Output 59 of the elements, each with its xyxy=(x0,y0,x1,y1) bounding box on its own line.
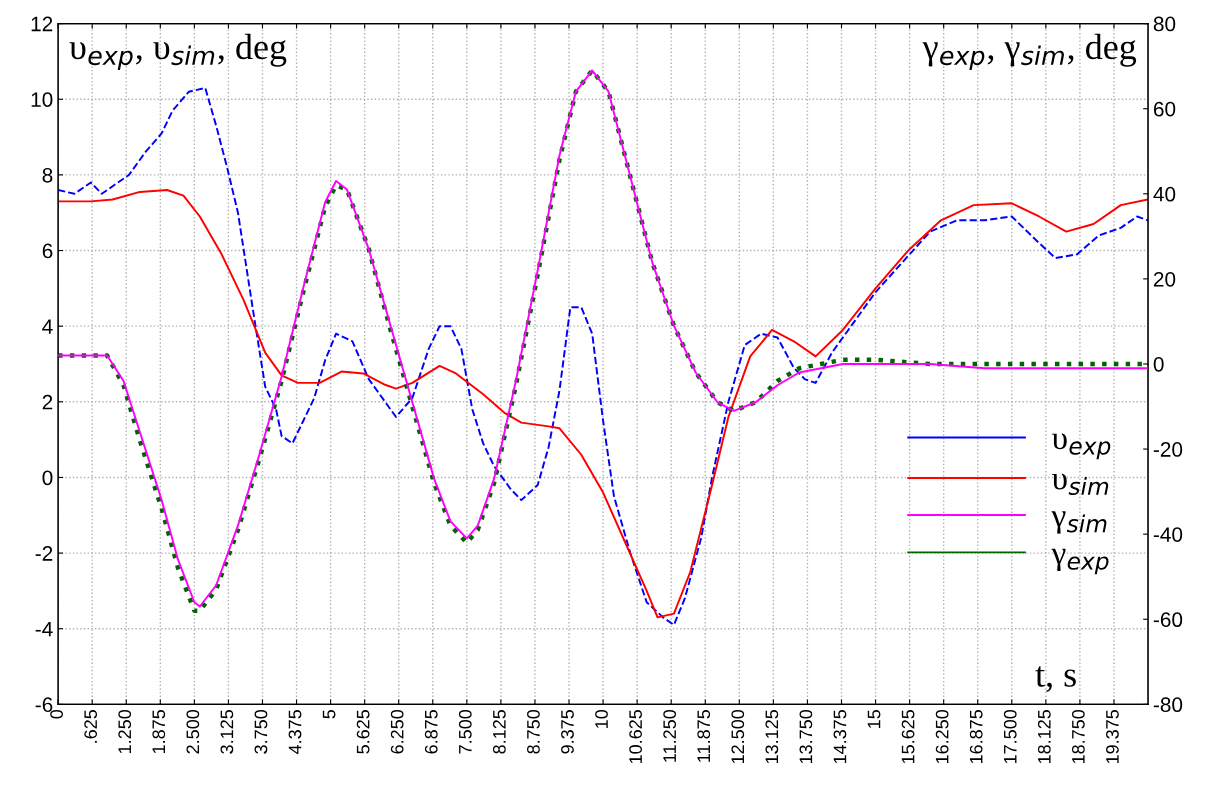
x-tick-label: 13.125 xyxy=(765,709,779,764)
x-tick-label: 10 xyxy=(595,709,608,728)
x-tick-label: 14.375 xyxy=(833,709,847,764)
x-tick-label: 15.625 xyxy=(901,709,915,764)
y-tick-label: 2 xyxy=(42,394,53,410)
x-tick-label: 6.875 xyxy=(424,709,438,754)
legend-label: υ$_{exp}$ xyxy=(1052,433,1111,460)
y2-tick-label: 60 xyxy=(1153,101,1176,117)
x-tick-label: 16.875 xyxy=(969,709,983,764)
y2-tick-label: -20 xyxy=(1153,442,1183,457)
x-tick-label: 16.250 xyxy=(935,709,949,764)
y2-tick-label: 80 xyxy=(1153,16,1176,32)
y-tick-label: 6 xyxy=(42,243,53,259)
y-tick-label: 0 xyxy=(42,470,53,486)
y2-tick-label: -40 xyxy=(1153,527,1183,542)
x-tick-label: 0 xyxy=(50,709,63,719)
y-tick-label: 4 xyxy=(42,319,53,334)
x-tick-label: 1.875 xyxy=(152,709,166,754)
legend-label: υ$_{sim}$ xyxy=(1052,473,1109,496)
x-tick-label: 6.250 xyxy=(390,709,404,754)
x-tick-label: 5 xyxy=(322,709,336,719)
legend-label: γ$_{sim}$ xyxy=(1051,511,1107,534)
x-tick-label: 1.250 xyxy=(118,709,132,754)
y2-tick-label: 20 xyxy=(1153,271,1176,287)
y2-tick-label: 0 xyxy=(1153,356,1164,372)
x-tick-label: 5.625 xyxy=(356,709,370,754)
x-tick-label: 3.125 xyxy=(220,709,234,754)
x-tick-label: 3.750 xyxy=(254,709,268,754)
x-tick-label: 11.875 xyxy=(697,709,711,762)
y2-tick-label: -80 xyxy=(1153,697,1183,713)
y2-axis-title: γ$_{exp}$, γ$_{sim}$, deg xyxy=(922,33,1137,71)
x-tick-label: 9.375 xyxy=(561,709,574,754)
x-tick-label: 7.500 xyxy=(458,709,472,754)
y-tick-label: 10 xyxy=(31,92,53,107)
y-tick-label: -2 xyxy=(35,546,53,561)
x-tick-label: 18.750 xyxy=(1071,709,1085,764)
x-tick-label: 17.500 xyxy=(1003,709,1017,764)
x-tick-label: 4.375 xyxy=(288,709,302,754)
y2-tick-label: -60 xyxy=(1153,612,1183,628)
x-tick-label: 10.625 xyxy=(629,709,642,764)
x-tick-label: 15 xyxy=(867,709,881,728)
y-tick-label: -6 xyxy=(35,697,53,713)
x-tick-label: 11.250 xyxy=(663,709,677,762)
y-tick-label: 8 xyxy=(42,167,53,183)
x-tick-label: 8.125 xyxy=(492,709,506,754)
x-tick-label: 8.750 xyxy=(527,709,540,754)
line-series xyxy=(58,189,1149,619)
x-tick-label: 2.500 xyxy=(186,709,200,754)
x-tick-label: 13.750 xyxy=(799,709,813,764)
x-tick-label: 19.375 xyxy=(1106,709,1119,764)
legend-label: γ$_{exp}$ xyxy=(1051,548,1109,575)
x-tick-label: 12.500 xyxy=(731,709,745,764)
y2-tick-label: 40 xyxy=(1153,186,1176,202)
x-tick-label: .625 xyxy=(84,709,98,743)
y-axis-title: υ$_{exp}$, υ$_{sim}$, deg xyxy=(69,33,287,71)
y-tick-label: -4 xyxy=(35,621,53,637)
x-axis-title: t, s xyxy=(1035,666,1076,693)
x-tick-label: 18.125 xyxy=(1037,709,1051,764)
y-tick-label: 12 xyxy=(31,16,53,32)
